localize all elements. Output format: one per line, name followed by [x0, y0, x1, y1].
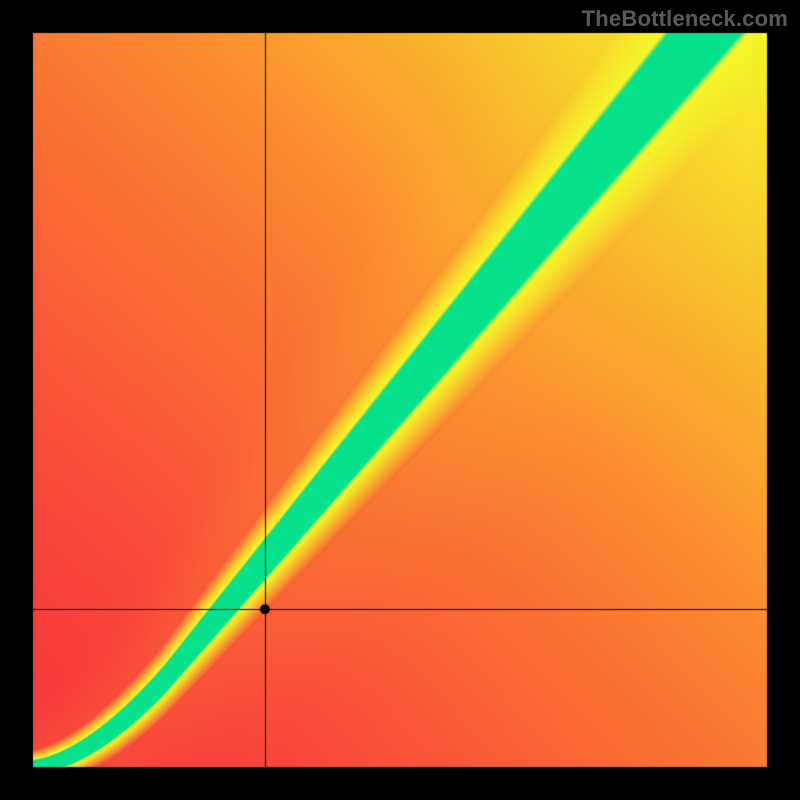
bottleneck-heatmap-canvas [0, 0, 800, 800]
watermark-text: TheBottleneck.com [582, 6, 788, 32]
